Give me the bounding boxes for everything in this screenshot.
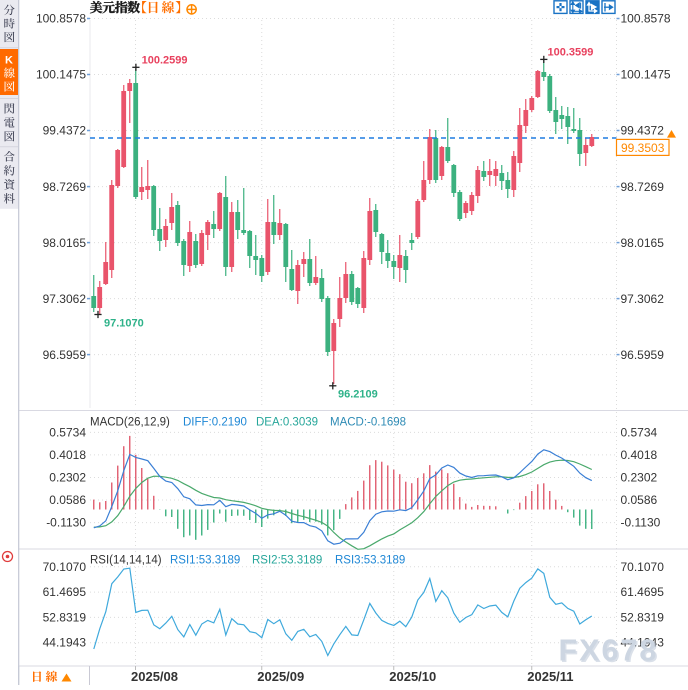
- svg-text:96.2109: 96.2109: [338, 389, 378, 401]
- svg-text:0.4018: 0.4018: [621, 448, 658, 462]
- svg-text:52.8319: 52.8319: [43, 610, 87, 624]
- svg-text:98.7269: 98.7269: [43, 180, 87, 194]
- svg-text:52.8319: 52.8319: [621, 610, 665, 624]
- svg-text:MACD:-0.1698: MACD:-0.1698: [330, 417, 406, 429]
- svg-text:FX678: FX678: [560, 635, 660, 669]
- svg-text:100.1475: 100.1475: [36, 68, 86, 82]
- svg-text:44.1943: 44.1943: [43, 636, 87, 650]
- svg-text:2025/09: 2025/09: [257, 669, 304, 684]
- svg-text:99.4372: 99.4372: [621, 124, 665, 138]
- svg-text:MACD(26,12,9): MACD(26,12,9): [90, 417, 170, 429]
- svg-text:98.0165: 98.0165: [621, 236, 665, 250]
- svg-text:97.3062: 97.3062: [43, 292, 87, 306]
- svg-text:97.3062: 97.3062: [621, 292, 665, 306]
- svg-text:61.4695: 61.4695: [43, 585, 87, 599]
- svg-text:DIFF:0.2190: DIFF:0.2190: [183, 417, 247, 429]
- svg-text:100.2599: 100.2599: [142, 55, 188, 67]
- svg-text:-0.1130: -0.1130: [46, 516, 86, 530]
- svg-text:2025/11: 2025/11: [527, 669, 573, 684]
- svg-text:44.1943: 44.1943: [621, 636, 665, 650]
- svg-text:98.7269: 98.7269: [621, 180, 665, 194]
- svg-text:100.8578: 100.8578: [621, 12, 671, 26]
- svg-text:99.3503: 99.3503: [621, 141, 665, 155]
- svg-text:96.5959: 96.5959: [621, 348, 665, 362]
- svg-text:RSI(14,14,14): RSI(14,14,14): [90, 555, 162, 567]
- svg-text:2025/10: 2025/10: [389, 669, 436, 684]
- svg-text:97.1070: 97.1070: [104, 318, 144, 330]
- svg-text:99.4372: 99.4372: [43, 124, 87, 138]
- svg-text:0.5734: 0.5734: [621, 425, 658, 439]
- svg-text:FX678: FX678: [559, 634, 659, 668]
- svg-text:2025/08: 2025/08: [131, 669, 178, 684]
- svg-text:RSI1:53.3189: RSI1:53.3189: [170, 555, 240, 567]
- svg-text:0.2302: 0.2302: [621, 471, 658, 485]
- svg-text:0.4018: 0.4018: [49, 448, 86, 462]
- svg-text:70.1070: 70.1070: [43, 560, 87, 574]
- svg-text:0.2302: 0.2302: [49, 471, 86, 485]
- svg-text:98.0165: 98.0165: [43, 236, 87, 250]
- svg-text:96.5959: 96.5959: [43, 348, 87, 362]
- svg-text:RSI3:53.3189: RSI3:53.3189: [335, 555, 405, 567]
- svg-text:100.1475: 100.1475: [621, 68, 671, 82]
- svg-text:-0.1130: -0.1130: [621, 516, 661, 530]
- svg-text:0.5734: 0.5734: [49, 425, 86, 439]
- svg-text:61.4695: 61.4695: [621, 585, 665, 599]
- svg-text:100.8578: 100.8578: [36, 12, 86, 26]
- svg-text:0.0586: 0.0586: [49, 493, 86, 507]
- svg-text:100.3599: 100.3599: [548, 47, 594, 59]
- svg-text:70.1070: 70.1070: [621, 560, 665, 574]
- svg-text:DEA:0.3039: DEA:0.3039: [256, 417, 318, 429]
- svg-text:K: K: [5, 55, 13, 67]
- svg-text:RSI2:53.3189: RSI2:53.3189: [252, 555, 322, 567]
- svg-text:0.0586: 0.0586: [621, 493, 658, 507]
